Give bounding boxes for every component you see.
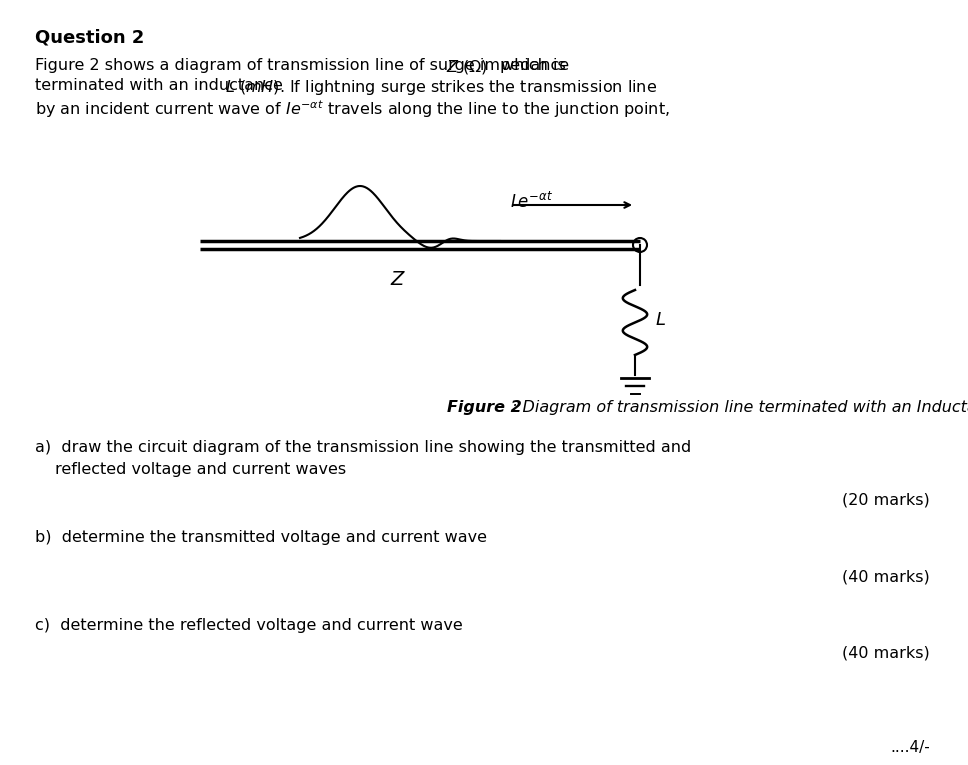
Text: by an incident current wave of $\mathit{Ie}^{-\alpha t}$ travels along the line : by an incident current wave of $\mathit{…: [35, 98, 670, 119]
Text: ....4/-: ....4/-: [891, 740, 930, 755]
Text: : Diagram of transmission line terminated with an Inductance: : Diagram of transmission line terminate…: [511, 400, 968, 415]
Text: Figure 2 shows a diagram of transmission line of surge impedance: Figure 2 shows a diagram of transmission…: [35, 58, 574, 73]
Text: which is: which is: [501, 58, 566, 73]
Text: $\mathbf{\mathit{Z}}$: $\mathbf{\mathit{Z}}$: [390, 270, 407, 289]
Text: c)  determine the reflected voltage and current wave: c) determine the reflected voltage and c…: [35, 618, 463, 633]
Text: Question 2: Question 2: [35, 28, 144, 46]
Text: b)  determine the transmitted voltage and current wave: b) determine the transmitted voltage and…: [35, 530, 487, 545]
Text: $\mathbf{\mathit{Z}}$ $(\Omega)$: $\mathbf{\mathit{Z}}$ $(\Omega)$: [446, 58, 488, 76]
Text: a)  draw the circuit diagram of the transmission line showing the transmitted an: a) draw the circuit diagram of the trans…: [35, 440, 691, 455]
Text: (20 marks): (20 marks): [842, 492, 930, 507]
Text: Figure 2: Figure 2: [446, 400, 522, 415]
Text: terminated with an inductance: terminated with an inductance: [35, 78, 288, 93]
Text: (40 marks): (40 marks): [842, 570, 930, 585]
Text: $I\,e^{-\alpha t}$: $I\,e^{-\alpha t}$: [510, 192, 553, 212]
Text: (40 marks): (40 marks): [842, 645, 930, 660]
Text: reflected voltage and current waves: reflected voltage and current waves: [55, 462, 347, 477]
Text: $\mathit{L}$: $\mathit{L}$: [655, 311, 666, 329]
Text: $\mathbf{\mathit{L}}$ $\mathbf{\mathit{(mH)}}$. If lightning surge strikes the t: $\mathbf{\mathit{L}}$ $\mathbf{\mathit{(…: [225, 78, 657, 97]
